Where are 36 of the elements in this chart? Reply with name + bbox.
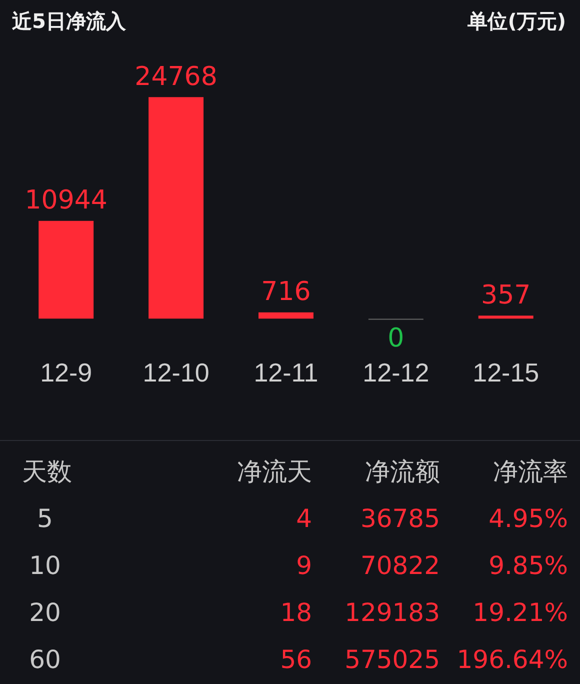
x-tick-label: 12-9: [40, 358, 92, 388]
text: 4.95%: [488, 504, 568, 533]
data-label: 24768: [134, 62, 218, 92]
category-label: 净流额: [364, 456, 440, 488]
data-label: 10944: [24, 186, 108, 216]
text: 70822: [359, 551, 440, 580]
text: 5: [36, 504, 54, 533]
text: 196.64%: [456, 645, 568, 674]
text: 单位(万元): [468, 8, 566, 35]
category-label: 净流天: [236, 456, 312, 488]
text: 575025: [344, 645, 440, 674]
bar: [148, 97, 204, 319]
text: 129183: [344, 598, 440, 627]
text: 19.21%: [472, 598, 568, 627]
bar: [478, 316, 534, 319]
data-label: 0: [388, 324, 404, 354]
x-tick-label: 12-15: [472, 358, 540, 388]
text: 20: [28, 598, 62, 627]
bar: [258, 312, 314, 319]
text: 9.85%: [488, 551, 568, 580]
text: 18: [279, 598, 312, 627]
data-label: 357: [481, 280, 531, 310]
text: 4: [295, 504, 312, 533]
text: 10: [28, 551, 62, 580]
x-tick-label: 12-12: [362, 358, 430, 388]
chart-title: 近5日净流入: [12, 8, 126, 35]
x-tick-label: 12-11: [254, 358, 318, 388]
bar: [38, 220, 94, 319]
category-label: 净流率: [492, 456, 568, 488]
text: 9: [295, 551, 312, 580]
x-tick-label: 12-10: [142, 358, 210, 388]
category-label: 天数: [21, 456, 73, 488]
text: 56: [279, 645, 312, 674]
data-label: 716: [261, 277, 311, 308]
text: 36785: [359, 504, 440, 533]
text: 60: [28, 645, 62, 674]
